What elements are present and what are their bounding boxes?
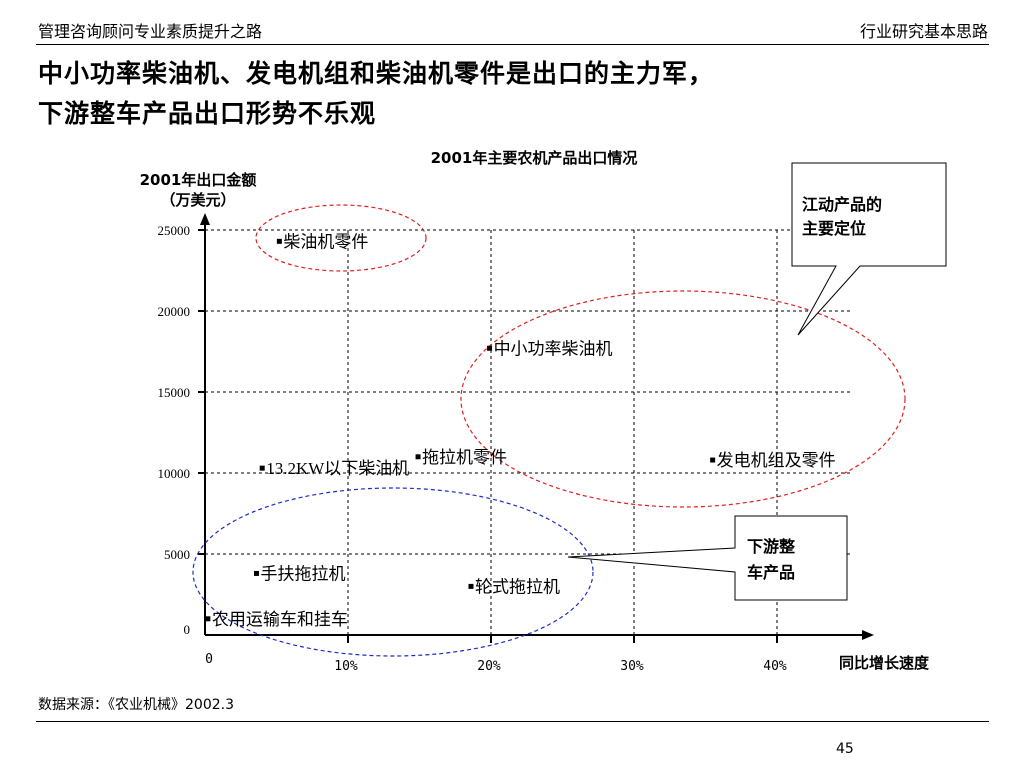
point-marker-3 <box>415 454 421 460</box>
slide-title: 中小功率柴油机、发电机组和柴油机零件是出口的主力军， 下游整车产品出口形势不乐观 <box>38 54 978 134</box>
callout-downstream-line-1: 车产品 <box>747 563 795 582</box>
point-label-2: 13.2KW以下柴油机 <box>266 459 409 478</box>
point-label-0: 柴油机零件 <box>283 232 368 251</box>
chart-axes <box>200 213 874 640</box>
x-axis-label: 同比增长速度 <box>839 654 930 672</box>
point-marker-0 <box>276 238 282 244</box>
red-ellipse-top <box>255 204 427 272</box>
header-right-text: 行业研究基本思路 <box>859 22 988 41</box>
header-left-text: 管理咨询顾问专业素质提升之路 <box>38 22 263 41</box>
y-tick-label-3: 15000 <box>158 385 191 400</box>
chart-title: 2001年主要农机产品出口情况 <box>431 149 638 167</box>
chart-tick-labels: 0 5000 10000 15000 20000 25000 0 10% 20% 30% 40% <box>158 223 787 674</box>
y-tick-label-0: 0 <box>184 622 191 637</box>
x-tick-label-3: 30% <box>620 659 644 674</box>
point-label-1: 中小功率柴油机 <box>494 339 613 358</box>
page-number: 45 <box>836 741 854 757</box>
point-label-5: 手扶拖拉机 <box>260 564 345 583</box>
slide-title-line-2: 下游整车产品出口形势不乐观 <box>38 99 377 128</box>
y-axis-arrow <box>200 213 210 225</box>
red-ellipse-main <box>460 290 906 508</box>
callout-main-position-line-1: 主要定位 <box>802 219 866 238</box>
point-label-6: 轮式拖拉机 <box>475 577 560 596</box>
x-tick-label-1: 10% <box>334 659 358 674</box>
x-tick-label-4: 40% <box>763 659 787 674</box>
x-tick-label-0: 0 <box>205 652 213 667</box>
y-axis-label-line-2: （万美元） <box>160 191 235 209</box>
point-marker-4 <box>710 457 716 463</box>
point-marker-5 <box>253 570 259 576</box>
callout-main-position-line-0: 江动产品的 <box>802 195 882 214</box>
callout-main-position-box <box>791 162 947 336</box>
y-tick-label-1: 5000 <box>164 547 190 562</box>
x-tick-label-2: 20% <box>477 659 501 674</box>
chart-ellipses <box>192 204 906 657</box>
point-label-7: 农用运输车和挂车 <box>212 610 348 629</box>
x-axis-arrow <box>862 630 874 640</box>
header-rule <box>36 44 989 45</box>
y-tick-label-5: 25000 <box>158 223 191 238</box>
callout-downstream-line-0: 下游整 <box>747 537 795 556</box>
callout-downstream-box <box>567 515 848 601</box>
point-label-3: 拖拉机零件 <box>422 448 507 467</box>
y-tick-label-4: 20000 <box>158 304 191 319</box>
y-tick-label-2: 10000 <box>158 466 191 481</box>
point-marker-1 <box>487 345 493 351</box>
point-marker-6 <box>468 583 474 589</box>
point-marker-2 <box>259 465 265 471</box>
point-marker-7 <box>205 616 211 622</box>
slide-title-line-1: 中小功率柴油机、发电机组和柴油机零件是出口的主力军， <box>38 59 715 88</box>
y-axis-label-line-1: 2001年出口金额 <box>140 171 257 189</box>
data-source: 数据来源：《农业机械》2002.3 <box>38 697 234 713</box>
blue-ellipse-downstream <box>192 487 594 657</box>
point-label-4: 发电机组及零件 <box>717 451 836 470</box>
footer-rule <box>36 721 989 722</box>
